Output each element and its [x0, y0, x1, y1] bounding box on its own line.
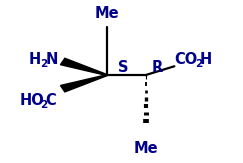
Text: HO: HO [19, 93, 44, 108]
Polygon shape [61, 58, 107, 75]
Text: N: N [45, 52, 58, 67]
Text: 2: 2 [41, 100, 48, 110]
Text: R: R [152, 60, 163, 75]
Text: Me: Me [95, 6, 119, 21]
Text: 2: 2 [40, 59, 48, 69]
Text: CO: CO [174, 52, 198, 67]
Text: 2: 2 [195, 59, 203, 69]
Polygon shape [61, 75, 107, 92]
Text: C: C [45, 93, 56, 108]
Text: S: S [118, 60, 128, 75]
Text: H: H [29, 52, 41, 67]
Text: Me: Me [133, 141, 158, 156]
Text: H: H [200, 52, 212, 67]
